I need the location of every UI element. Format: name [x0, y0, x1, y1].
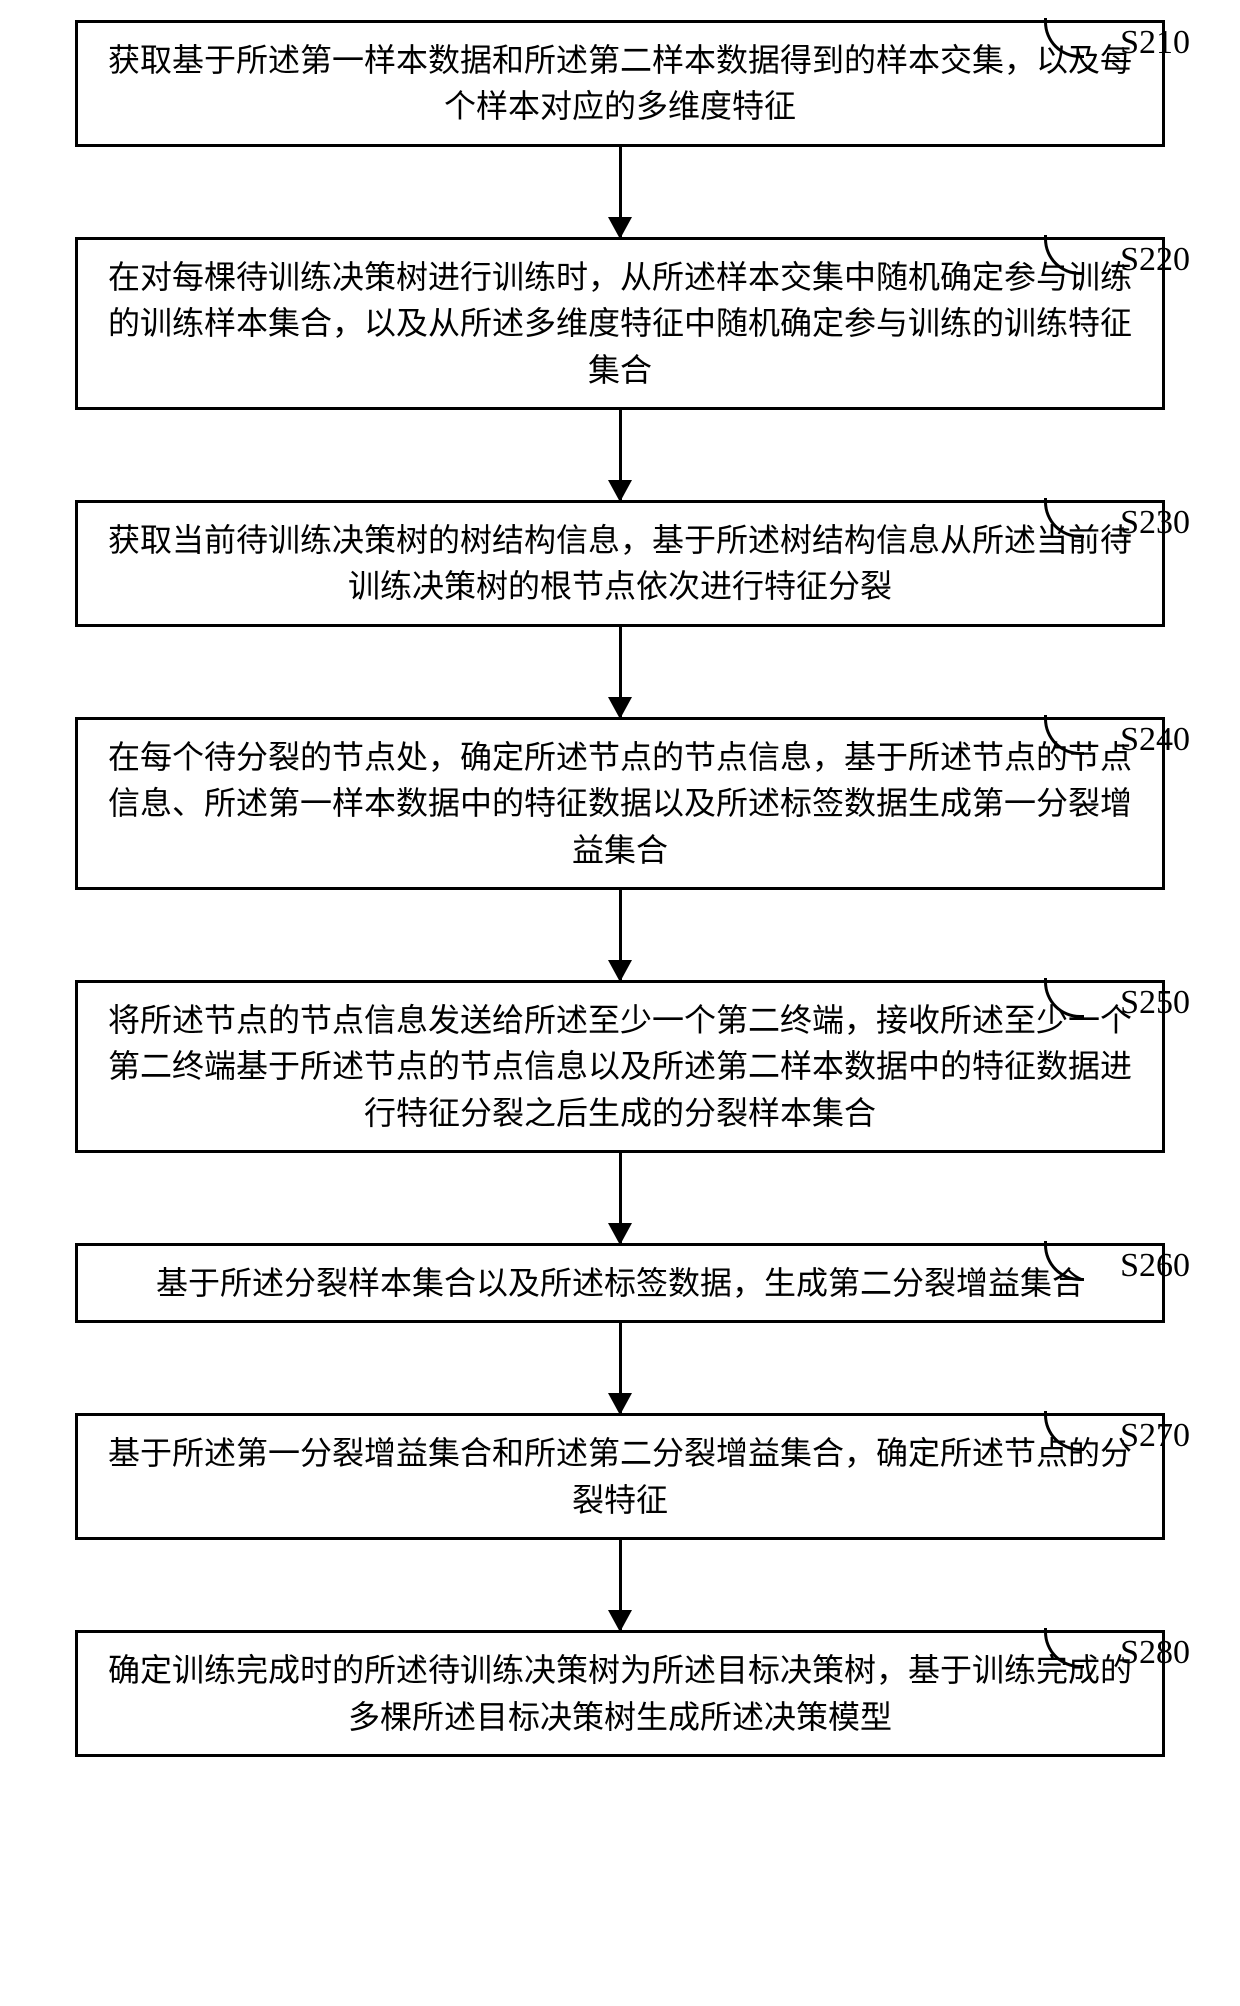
- arrow-down-icon: [619, 890, 622, 980]
- arrow-down-icon: [619, 410, 622, 500]
- arrow-down-icon: [619, 147, 622, 237]
- step-box: 基于所述分裂样本集合以及所述标签数据，生成第二分裂增益集合: [75, 1243, 1165, 1323]
- step-label: S220: [1120, 243, 1190, 277]
- step-row-s220: 在对每棵待训练决策树进行训练时，从所述样本交集中随机确定参与训练的训练样本集合，…: [20, 237, 1220, 410]
- flowchart-container: 获取基于所述第一样本数据和所述第二样本数据得到的样本交集，以及每个样本对应的多维…: [20, 20, 1220, 1757]
- step-row-s280: 确定训练完成时的所述待训练决策树为所述目标决策树，基于训练完成的多棵所述目标决策…: [20, 1630, 1220, 1757]
- step-label: S260: [1120, 1249, 1190, 1283]
- step-label-wrap: S280: [1120, 1630, 1190, 1757]
- arrow-down-icon: [619, 627, 622, 717]
- step-box: 在每个待分裂的节点处，确定所述节点的节点信息，基于所述节点的节点信息、所述第一样…: [75, 717, 1165, 890]
- step-box: 在对每棵待训练决策树进行训练时，从所述样本交集中随机确定参与训练的训练样本集合，…: [75, 237, 1165, 410]
- step-label: S280: [1120, 1636, 1190, 1670]
- step-label: S270: [1120, 1419, 1190, 1453]
- step-label: S230: [1120, 506, 1190, 540]
- step-box: 将所述节点的节点信息发送给所述至少一个第二终端，接收所述至少一个第二终端基于所述…: [75, 980, 1165, 1153]
- arrow-down-icon: [619, 1540, 622, 1630]
- step-label-wrap: S260: [1120, 1243, 1190, 1323]
- step-box: 确定训练完成时的所述待训练决策树为所述目标决策树，基于训练完成的多棵所述目标决策…: [75, 1630, 1165, 1757]
- step-label-wrap: S240: [1120, 717, 1190, 890]
- step-label: S250: [1120, 986, 1190, 1020]
- arrow-down-icon: [619, 1153, 622, 1243]
- step-box: 获取当前待训练决策树的树结构信息，基于所述树结构信息从所述当前待训练决策树的根节…: [75, 500, 1165, 627]
- step-label-wrap: S270: [1120, 1413, 1190, 1540]
- step-row-s240: 在每个待分裂的节点处，确定所述节点的节点信息，基于所述节点的节点信息、所述第一样…: [20, 717, 1220, 890]
- step-row-s260: 基于所述分裂样本集合以及所述标签数据，生成第二分裂增益集合S260: [20, 1243, 1220, 1323]
- arrow-down-icon: [619, 1323, 622, 1413]
- step-label: S210: [1120, 26, 1190, 60]
- step-row-s250: 将所述节点的节点信息发送给所述至少一个第二终端，接收所述至少一个第二终端基于所述…: [20, 980, 1220, 1153]
- step-row-s270: 基于所述第一分裂增益集合和所述第二分裂增益集合，确定所述节点的分裂特征S270: [20, 1413, 1220, 1540]
- step-label-wrap: S250: [1120, 980, 1190, 1153]
- step-label-wrap: S230: [1120, 500, 1190, 627]
- step-box: 基于所述第一分裂增益集合和所述第二分裂增益集合，确定所述节点的分裂特征: [75, 1413, 1165, 1540]
- step-label-wrap: S210: [1120, 20, 1190, 147]
- step-row-s210: 获取基于所述第一样本数据和所述第二样本数据得到的样本交集，以及每个样本对应的多维…: [20, 20, 1220, 147]
- step-box: 获取基于所述第一样本数据和所述第二样本数据得到的样本交集，以及每个样本对应的多维…: [75, 20, 1165, 147]
- step-label-wrap: S220: [1120, 237, 1190, 410]
- step-row-s230: 获取当前待训练决策树的树结构信息，基于所述树结构信息从所述当前待训练决策树的根节…: [20, 500, 1220, 627]
- step-label: S240: [1120, 723, 1190, 757]
